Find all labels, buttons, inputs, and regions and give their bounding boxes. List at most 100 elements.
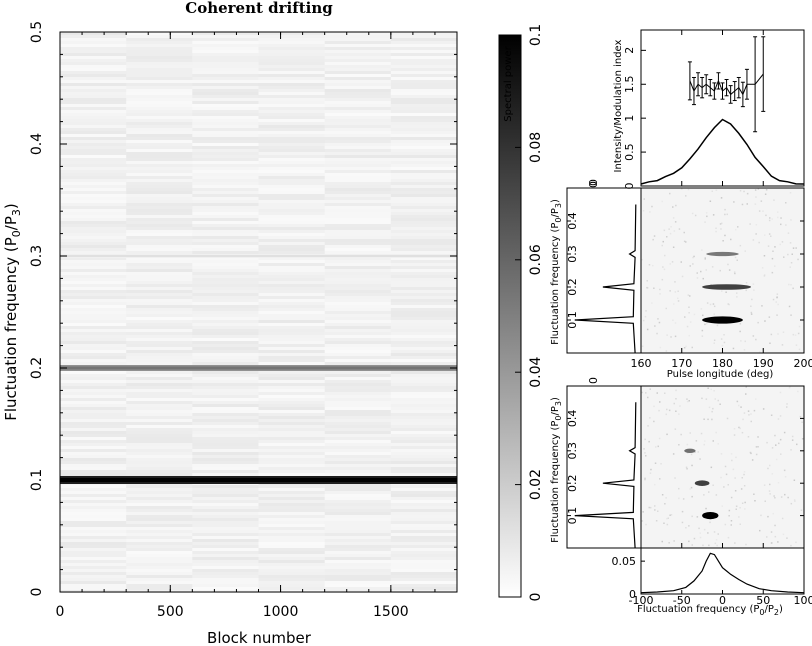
noise-cell bbox=[126, 347, 193, 350]
noise-cell bbox=[192, 128, 259, 131]
noise-speck bbox=[719, 223, 722, 225]
noise-cell bbox=[258, 266, 326, 269]
noise-cell bbox=[258, 326, 326, 329]
noise-speck bbox=[739, 244, 742, 247]
noise-speck bbox=[769, 217, 771, 219]
noise-cell bbox=[390, 470, 458, 473]
noise-cell bbox=[192, 281, 259, 284]
noise-speck bbox=[790, 544, 792, 547]
noise-speck bbox=[755, 398, 757, 400]
noise-cell bbox=[324, 185, 392, 188]
noise-cell bbox=[324, 227, 392, 230]
noise-speck bbox=[777, 303, 779, 306]
noise-cell bbox=[324, 455, 392, 458]
noise-speck bbox=[755, 446, 758, 448]
noise-speck bbox=[682, 498, 685, 500]
p2-y-tick-label: 0 bbox=[629, 588, 636, 601]
noise-cell bbox=[258, 173, 326, 176]
noise-speck bbox=[711, 266, 714, 268]
lrfs-side-spectrum bbox=[574, 204, 637, 354]
noise-speck bbox=[739, 523, 741, 525]
noise-cell bbox=[60, 227, 127, 230]
noise-cell bbox=[126, 257, 193, 260]
noise-cell bbox=[126, 185, 193, 188]
noise-cell bbox=[126, 89, 193, 92]
noise-cell bbox=[126, 227, 193, 230]
noise-cell bbox=[60, 194, 127, 197]
noise-cell bbox=[390, 35, 458, 38]
noise-cell bbox=[126, 170, 193, 173]
noise-cell bbox=[126, 386, 193, 389]
noise-speck bbox=[715, 227, 717, 229]
noise-cell bbox=[192, 89, 259, 92]
noise-cell bbox=[258, 191, 326, 194]
noise-cell bbox=[258, 470, 326, 473]
noise-cell bbox=[60, 287, 127, 290]
noise-cell bbox=[258, 338, 326, 341]
noise-cell bbox=[192, 404, 259, 407]
noise-cell bbox=[390, 521, 458, 524]
p2-y-tick-label: 0.05 bbox=[612, 555, 637, 568]
noise-speck bbox=[744, 340, 746, 343]
noise-speck bbox=[715, 431, 717, 434]
noise-speck bbox=[732, 468, 735, 471]
noise-cell bbox=[126, 311, 193, 314]
noise-cell bbox=[324, 428, 392, 431]
noise-speck bbox=[686, 400, 689, 403]
noise-cell bbox=[126, 59, 193, 62]
noise-cell bbox=[324, 470, 392, 473]
noise-cell bbox=[390, 551, 458, 554]
noise-cell bbox=[324, 203, 392, 206]
noise-cell bbox=[324, 398, 392, 401]
noise-speck bbox=[709, 521, 711, 524]
noise-speck bbox=[672, 206, 674, 208]
noise-cell bbox=[126, 524, 193, 527]
noise-cell bbox=[390, 515, 458, 518]
noise-speck bbox=[674, 335, 677, 338]
noise-speck bbox=[723, 486, 725, 488]
noise-cell bbox=[126, 473, 193, 476]
noise-cell bbox=[258, 185, 326, 188]
noise-speck bbox=[716, 544, 718, 547]
noise-cell bbox=[192, 215, 259, 218]
noise-speck bbox=[677, 290, 679, 292]
noise-cell bbox=[126, 182, 193, 185]
noise-cell bbox=[192, 347, 259, 350]
noise-cell bbox=[390, 494, 458, 497]
noise-cell bbox=[192, 185, 259, 188]
noise-cell bbox=[126, 266, 193, 269]
noise-cell bbox=[390, 272, 458, 275]
noise-speck bbox=[777, 418, 780, 420]
noise-speck bbox=[674, 428, 677, 430]
noise-speck bbox=[712, 214, 715, 216]
noise-cell bbox=[258, 134, 326, 137]
noise-speck bbox=[764, 193, 767, 195]
noise-cell bbox=[390, 167, 458, 170]
noise-cell bbox=[258, 446, 326, 449]
noise-speck bbox=[753, 289, 755, 291]
noise-speck bbox=[675, 389, 677, 392]
noise-cell bbox=[126, 539, 193, 542]
noise-cell bbox=[390, 299, 458, 302]
noise-speck bbox=[747, 410, 750, 412]
noise-cell bbox=[324, 233, 392, 236]
noise-cell bbox=[126, 302, 193, 305]
noise-speck bbox=[784, 476, 787, 478]
noise-speck bbox=[717, 443, 719, 445]
noise-cell bbox=[60, 425, 127, 428]
noise-cell bbox=[258, 167, 326, 170]
noise-speck bbox=[783, 256, 785, 258]
noise-cell bbox=[60, 167, 127, 170]
noise-speck bbox=[755, 453, 758, 456]
noise-speck bbox=[737, 226, 739, 228]
noise-speck bbox=[757, 436, 759, 438]
noise-cell bbox=[258, 587, 326, 590]
noise-cell bbox=[324, 287, 392, 290]
noise-speck bbox=[656, 392, 658, 394]
noise-speck bbox=[689, 295, 691, 297]
noise-cell bbox=[60, 566, 127, 569]
noise-cell bbox=[192, 320, 259, 323]
noise-cell bbox=[192, 59, 259, 62]
noise-cell bbox=[324, 575, 392, 578]
noise-cell bbox=[60, 212, 127, 215]
